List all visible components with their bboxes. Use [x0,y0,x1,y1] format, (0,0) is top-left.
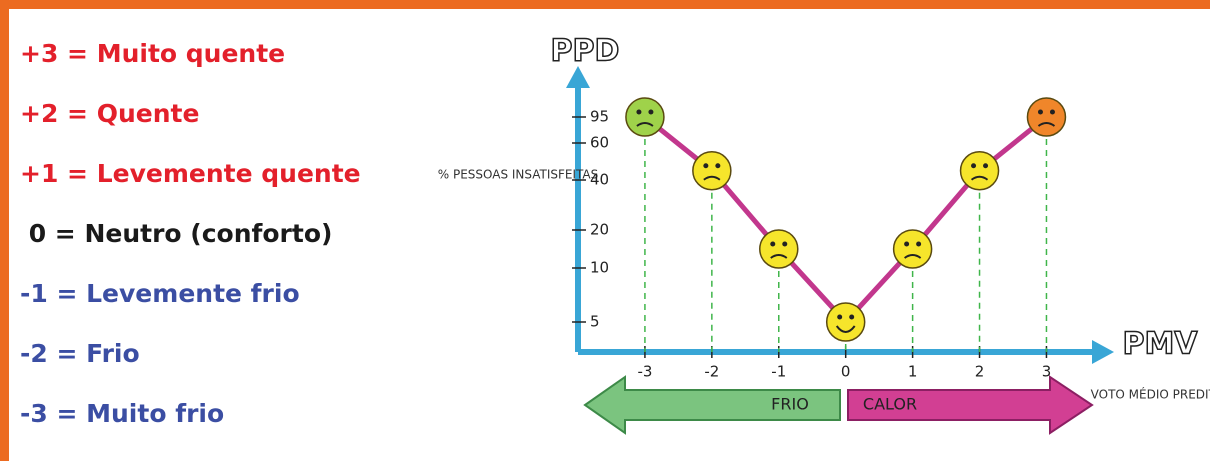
scale-list: +3 = Muito quente +2 = Quente +1 = Levemen… [20,39,361,428]
x-tick-label: -2 [704,363,719,381]
face-eye [703,163,709,169]
cold-label: FRIO [771,395,809,414]
x-tick-label: 1 [908,363,918,381]
cold-arrow [583,375,841,435]
y-tick-label: 10 [590,259,609,277]
scale-item: 0 = Neutro (conforto) [20,219,332,248]
y-axis-head [566,66,590,88]
face-eye [983,163,989,169]
x-subtitle: VOTO MÉDIO PREDITO [1091,387,1210,402]
y-title: PPD [551,34,620,69]
face-eye [837,314,843,320]
x-axis-head [1092,340,1114,364]
scale-item: +2 = Quente [20,99,199,128]
y-tick-label: 95 [590,108,609,126]
x-tick-label: 0 [841,363,851,381]
y-tick-label: 40 [590,171,609,189]
face-eye [648,109,654,115]
face [1026,97,1067,137]
x-tick-label: -3 [637,363,652,381]
face-eye [849,314,855,320]
left-border [0,0,9,461]
y-tick-label: 20 [590,221,609,239]
chart: PPD % PESSOAS INSATISFEITAS PMV VOTO MÉD… [438,33,1210,435]
face-eye [782,241,788,247]
face-mouth [703,175,721,181]
y-tick-label: 60 [590,134,609,152]
warm-arrow [847,375,1094,435]
x-tick-label: 2 [975,363,985,381]
face-eye [715,163,721,169]
y-tick-label: 5 [590,313,600,331]
face-mouth [1037,122,1056,127]
face-mouth [770,254,788,259]
face [892,229,933,269]
face [625,97,665,137]
face-eye [1037,109,1043,115]
x-tick-label: 3 [1042,363,1052,381]
scale-item: -1 = Levemente frio [20,279,300,308]
face-mouth [636,122,654,127]
y-subtitle: % PESSOAS INSATISFEITAS [438,168,599,182]
ppd-curve [643,115,1049,325]
warm-label: CALOR [863,395,917,414]
top-border [0,0,1210,9]
face [692,151,732,191]
x-title: PMV [1122,327,1198,362]
face [959,151,1000,191]
face-eye [770,241,776,247]
face-eye [916,241,922,247]
face-mouth [835,325,856,333]
face-eye [971,163,977,169]
face-mouth [904,254,922,259]
x-tick-label: -1 [771,363,786,381]
scale-item: -2 = Frio [20,339,140,368]
face-eye [904,241,910,247]
face-mouth [970,175,989,181]
scale-item: +1 = Levemente quente [20,159,361,188]
face-eye [636,109,642,115]
scale-item: +3 = Muito quente [20,39,285,68]
scale-item: -3 = Muito frio [20,399,224,428]
face [825,302,866,342]
face-eye [1049,109,1055,115]
face [759,229,799,269]
